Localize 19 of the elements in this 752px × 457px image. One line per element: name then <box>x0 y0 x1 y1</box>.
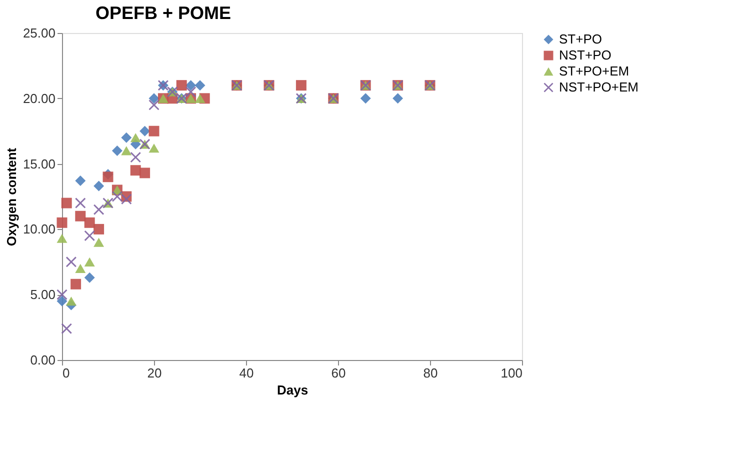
y-axis-title: Oxygen content <box>4 147 19 246</box>
legend-label: NST+PO <box>559 48 612 62</box>
legend-label: ST+PO <box>559 32 602 46</box>
y-tick-label: 25.00 <box>22 26 56 40</box>
x-tick-label: 40 <box>239 366 254 380</box>
x-tick-label: 80 <box>423 366 438 380</box>
legend-label: ST+PO+EM <box>559 64 630 78</box>
y-tick-label: 15.00 <box>22 156 56 172</box>
y-tick-label: 0.00 <box>30 352 56 368</box>
y-tick-label: 20.00 <box>22 90 56 106</box>
x-tick-label: 20 <box>147 366 162 380</box>
x-tick-label: 0 <box>62 366 70 380</box>
x-tick-label: 60 <box>331 366 346 380</box>
chart-title: OPEFB + POME <box>95 3 231 23</box>
x-tick-label: 100 <box>500 366 522 380</box>
y-tick-label: 5.00 <box>30 287 56 302</box>
x-axis-title: Days <box>276 382 308 398</box>
y-tick-label: 10.00 <box>22 222 56 237</box>
legend-label: NST+PO+EM <box>559 80 638 94</box>
